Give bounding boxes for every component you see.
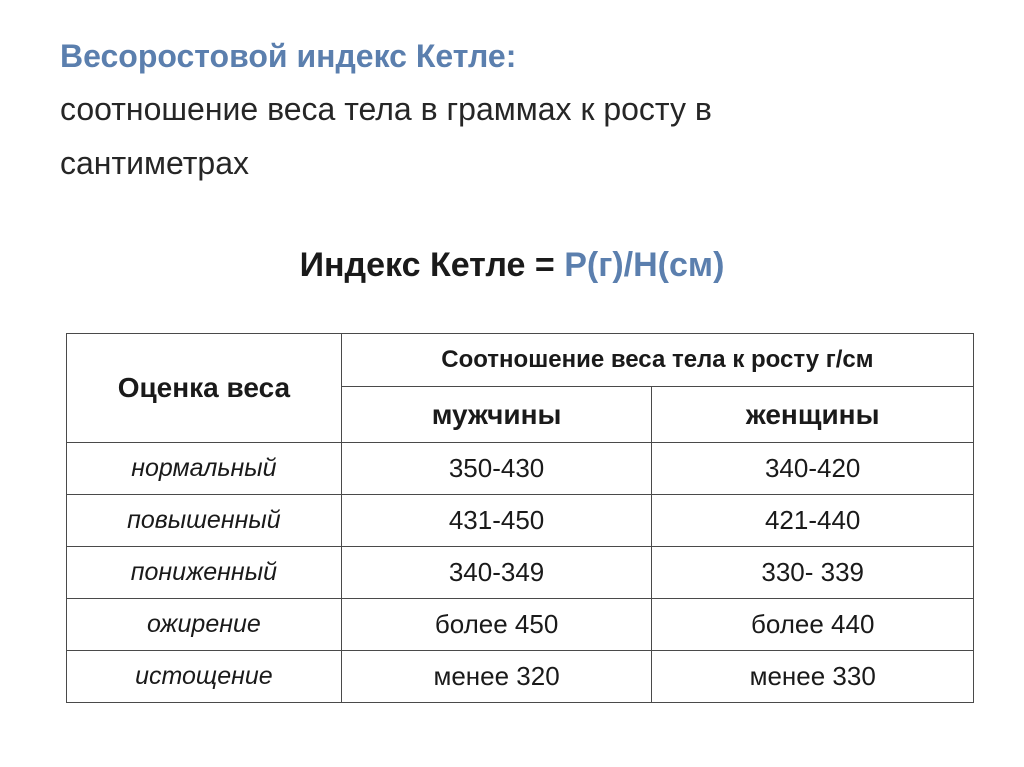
slide-title: Весоростовой индекс Кетле: <box>60 38 517 74</box>
row-women-value: 421-440 <box>651 494 974 547</box>
row-men-value: менее 320 <box>340 650 653 703</box>
header-weight-assessment: Оценка веса <box>66 333 342 443</box>
slide-subtitle-line-1: соотношение веса тела в граммах к росту … <box>60 91 712 127</box>
table-row: ожирение более 450 более 440 <box>66 598 974 651</box>
row-category: истощение <box>66 650 342 703</box>
row-men-value: 340-349 <box>340 546 653 599</box>
row-women-value: менее 330 <box>651 650 974 703</box>
table-row: пониженный 340-349 330- 339 <box>66 546 974 599</box>
table-row: повышенный 431-450 421-440 <box>66 494 974 547</box>
row-category: повышенный <box>66 494 342 547</box>
header-men: мужчины <box>340 386 653 443</box>
formula-label: Индекс Кетле = <box>299 246 565 284</box>
formula-expression: Р(г)/Н(см) <box>564 246 725 284</box>
row-men-value: более 450 <box>340 598 653 651</box>
title-block: Весоростовой индекс Кетле: соотношение в… <box>60 30 980 190</box>
row-women-value: 330- 339 <box>651 546 974 599</box>
table-row: истощение менее 320 менее 330 <box>66 650 974 703</box>
row-women-value: 340-420 <box>651 442 974 495</box>
header-women: женщины <box>651 386 974 443</box>
slide-subtitle-line-2: сантиметрах <box>60 145 249 181</box>
row-category: пониженный <box>66 546 342 599</box>
weight-assessment-table: Оценка веса Соотношение веса тела к рост… <box>66 332 975 703</box>
row-category: ожирение <box>66 598 342 651</box>
row-men-value: 431-450 <box>340 494 653 547</box>
quetelet-formula: Индекс Кетле = Р(г)/Н(см) <box>0 246 1024 285</box>
header-weight-height-ratio: Соотношение веса тела к росту г/см <box>340 332 975 388</box>
row-category: нормальный <box>66 442 342 495</box>
row-women-value: более 440 <box>651 598 974 651</box>
row-men-value: 350-430 <box>340 442 653 495</box>
table-row: нормальный 350-430 340-420 <box>66 442 974 495</box>
